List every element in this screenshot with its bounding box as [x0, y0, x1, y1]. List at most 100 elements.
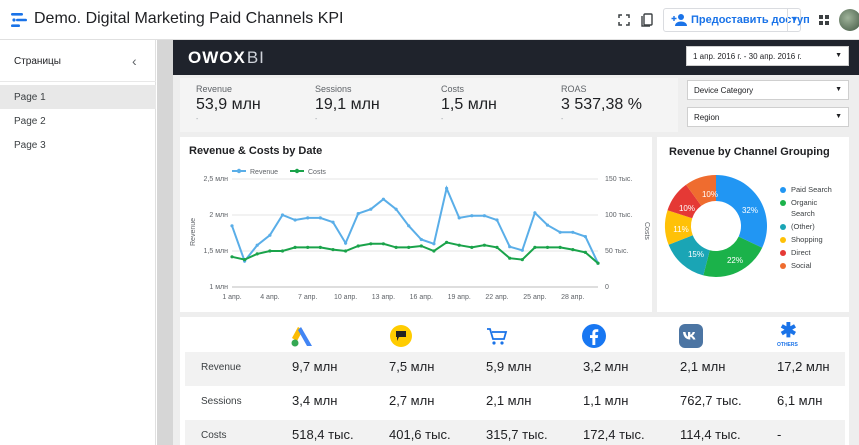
data-point-revenue[interactable] — [318, 216, 322, 220]
data-point-revenue[interactable] — [445, 186, 449, 190]
data-point-revenue[interactable] — [280, 213, 285, 217]
kpi-sessions[interactable]: Sessions 19,1 млн - — [315, 84, 380, 123]
donut-slice-direct[interactable] — [667, 184, 702, 219]
data-point-revenue[interactable] — [533, 211, 537, 215]
donut-slice-other[interactable] — [668, 235, 710, 276]
data-point-costs[interactable] — [545, 245, 550, 249]
data-point-revenue[interactable] — [457, 216, 461, 220]
kpi-revenue[interactable]: Revenue 53,9 млн - — [196, 84, 261, 123]
table-cell: 3,2 млн — [583, 359, 629, 374]
fullscreen-icon[interactable] — [615, 11, 633, 29]
data-point-costs[interactable] — [419, 244, 423, 248]
data-point-costs[interactable] — [280, 249, 285, 253]
kpi-roas[interactable]: ROAS 3 537,38 % - — [561, 84, 642, 123]
data-point-revenue[interactable] — [583, 235, 587, 239]
device-category-filter[interactable]: Device Category ▼ — [687, 80, 849, 100]
data-point-costs[interactable] — [495, 245, 499, 249]
data-point-revenue[interactable] — [495, 218, 499, 222]
data-point-costs[interactable] — [520, 258, 524, 262]
data-point-revenue[interactable] — [306, 216, 310, 220]
data-point-revenue[interactable] — [356, 212, 360, 216]
kpi-costs[interactable]: Costs 1,5 млн - — [441, 84, 497, 123]
share-button[interactable]: Предоставить доступ ▼ — [663, 8, 810, 32]
table-cell: 2,1 млн — [486, 393, 532, 408]
data-point-costs[interactable] — [356, 244, 360, 248]
data-point-costs[interactable] — [230, 255, 234, 259]
data-point-costs[interactable] — [432, 249, 436, 253]
series-line-revenue[interactable] — [231, 185, 599, 264]
data-point-revenue[interactable] — [255, 243, 259, 247]
data-point-costs[interactable] — [482, 243, 486, 247]
report-title[interactable]: Demo. Digital Marketing Paid Channels KP… — [34, 10, 344, 27]
data-point-revenue[interactable] — [230, 224, 234, 228]
slice-label-organic-search: 22% — [727, 256, 743, 265]
data-point-costs[interactable] — [331, 248, 335, 252]
data-point-revenue[interactable] — [508, 245, 512, 249]
revenue-by-channel-donut[interactable]: 32% 22% 15% 11% 10% 10% — [657, 165, 777, 280]
data-point-revenue[interactable] — [545, 223, 550, 227]
table-cell: 172,4 тыс. — [583, 427, 645, 442]
data-point-costs[interactable] — [394, 245, 398, 249]
chevron-left-icon[interactable]: ‹ — [132, 53, 137, 69]
data-point-revenue[interactable] — [558, 230, 562, 234]
data-point-costs[interactable] — [470, 245, 474, 249]
data-point-costs[interactable] — [596, 261, 600, 265]
table-cell: 315,7 тыс. — [486, 427, 548, 442]
data-point-costs[interactable] — [255, 252, 259, 256]
data-point-revenue[interactable] — [331, 220, 335, 224]
data-point-revenue[interactable] — [419, 237, 423, 242]
date-range-selector[interactable]: 1 апр. 2016 г. - 30 апр. 2016 г. ▼ — [686, 46, 849, 66]
kpi-value: 3 537,38 % — [561, 96, 642, 113]
x-tick-label: 1 апр. — [222, 294, 241, 301]
copy-icon[interactable] — [638, 11, 656, 29]
data-point-costs[interactable] — [407, 245, 411, 249]
revenue-costs-chart-card[interactable] — [180, 137, 652, 312]
donut-slice-social[interactable] — [686, 175, 716, 206]
sidebar-item-page-1[interactable]: Page 1 — [0, 85, 156, 109]
others-icon: ✱ OTHERS — [777, 320, 798, 348]
chevron-down-icon[interactable]: ▼ — [790, 14, 799, 24]
data-point-costs[interactable] — [306, 245, 310, 249]
data-point-costs[interactable] — [533, 245, 537, 249]
data-point-costs[interactable] — [293, 245, 297, 249]
x-tick-label: 25 апр. — [523, 294, 546, 301]
row-label: Sessions — [201, 396, 242, 407]
data-point-revenue[interactable] — [293, 218, 297, 222]
data-point-costs[interactable] — [318, 245, 322, 249]
series-line-costs[interactable] — [231, 241, 599, 264]
region-filter[interactable]: Region ▼ — [687, 107, 849, 127]
revenue-costs-line-chart[interactable]: Revenue Costs 2,5 млн 2 млн 1,5 млн 1 мл… — [180, 160, 652, 310]
data-point-costs[interactable] — [583, 250, 587, 254]
data-point-revenue[interactable] — [432, 242, 436, 246]
data-point-costs[interactable] — [344, 249, 348, 253]
donut-slice-shopping[interactable] — [665, 210, 693, 245]
data-point-revenue[interactable] — [571, 230, 575, 234]
donut-slice-organic-search[interactable] — [703, 236, 763, 277]
data-point-revenue[interactable] — [369, 207, 373, 211]
data-point-revenue[interactable] — [482, 214, 486, 218]
data-point-revenue[interactable] — [520, 248, 524, 252]
data-point-revenue[interactable] — [344, 241, 348, 245]
sidebar-item-page-2[interactable]: Page 2 — [14, 116, 46, 127]
avatar[interactable] — [839, 9, 859, 31]
data-point-costs[interactable] — [369, 242, 373, 246]
data-point-costs[interactable] — [457, 243, 461, 247]
data-point-revenue[interactable] — [268, 233, 272, 237]
donut-slice-paid-search[interactable] — [716, 175, 767, 248]
data-point-costs[interactable] — [445, 240, 449, 244]
sidebar-item-page-3[interactable]: Page 3 — [14, 140, 46, 151]
data-point-costs[interactable] — [558, 245, 562, 249]
data-point-revenue[interactable] — [394, 207, 398, 211]
data-point-revenue[interactable] — [407, 224, 411, 228]
owox-bi-logo: OWOXBI — [188, 48, 265, 67]
table-row-sessions: Sessions 3,4 млн 2,7 млн 2,1 млн 1,1 млн… — [185, 386, 845, 420]
grid-apps-icon[interactable] — [815, 11, 833, 29]
data-point-costs[interactable] — [268, 249, 272, 253]
data-point-revenue[interactable] — [381, 197, 385, 201]
data-point-costs[interactable] — [381, 242, 385, 246]
data-point-costs[interactable] — [243, 258, 247, 262]
data-point-costs[interactable] — [571, 248, 575, 252]
data-point-revenue[interactable] — [470, 214, 474, 218]
data-point-costs[interactable] — [508, 256, 512, 260]
y-tick-label: 1,5 млн — [204, 248, 229, 255]
